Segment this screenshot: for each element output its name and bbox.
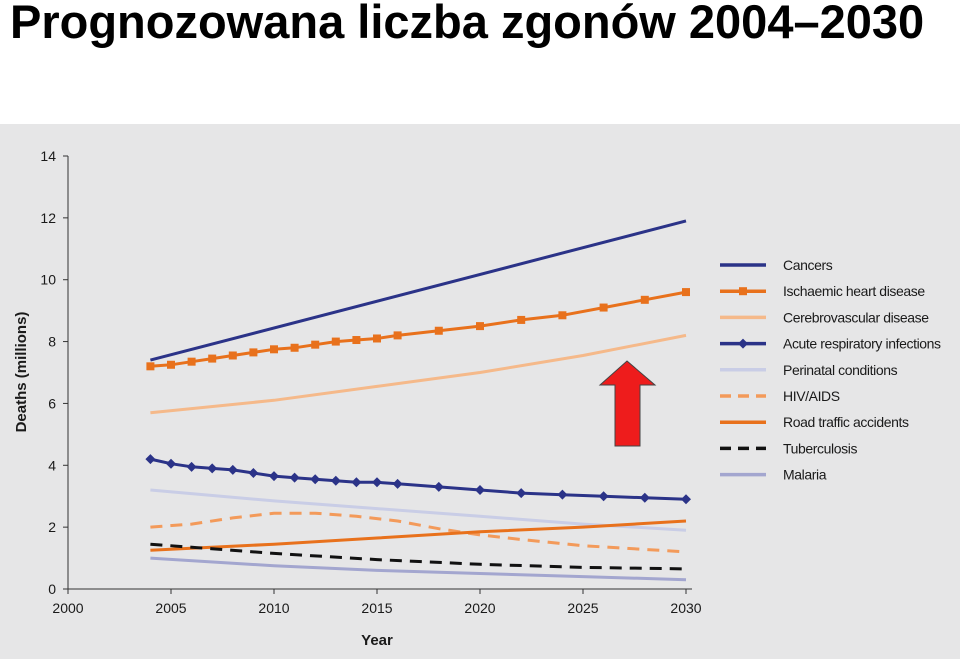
up-arrow-icon (598, 360, 657, 447)
data-point (249, 348, 258, 357)
series-line (150, 457, 687, 501)
series-line (150, 542, 687, 571)
axes: 0 2 4 6 8 10 12 14 2000 2005 2010 2015 2020 2025 2030 (40, 148, 701, 616)
y-tick-label: 4 (48, 457, 56, 473)
series-cancers (150, 219, 687, 362)
x-tick-label: 2000 (52, 600, 83, 616)
data-point (599, 303, 608, 312)
x-tick-label: 2005 (155, 600, 186, 616)
data-point (227, 464, 238, 475)
data-point (269, 471, 279, 482)
data-point (392, 478, 403, 489)
series-line (150, 556, 687, 582)
legend-marker (738, 338, 748, 349)
series-lines (145, 219, 691, 582)
series-tuberculosis (150, 542, 687, 571)
data-point (290, 343, 299, 352)
legend-label: Ischaemic heart disease (783, 283, 925, 299)
data-point (207, 463, 218, 474)
data-point (289, 472, 300, 483)
series-malaria (150, 556, 687, 582)
y-axis-title: Deaths (millions) (13, 312, 30, 433)
data-point (433, 481, 444, 492)
data-point (476, 322, 484, 331)
legend-label: Cancers (783, 257, 833, 273)
chart-panel: 0 2 4 6 8 10 12 14 2000 2005 2010 2015 2020 2025 2030 … (0, 124, 960, 659)
data-point (352, 336, 361, 345)
data-point (167, 360, 175, 369)
data-point (640, 295, 649, 304)
data-point (310, 474, 321, 485)
series-road-traffic-accidents (150, 519, 687, 552)
legend-label: Tuberculosis (783, 440, 857, 456)
data-point (373, 334, 381, 343)
legend-label: Perinatal conditions (783, 362, 898, 378)
x-axis-title: Year (361, 632, 393, 649)
data-point (145, 454, 156, 465)
data-point (393, 331, 402, 340)
data-point (516, 488, 527, 499)
legend-marker (739, 287, 747, 296)
data-point (208, 354, 217, 363)
data-point (248, 468, 259, 479)
data-point (517, 315, 526, 324)
x-tick-label: 2015 (361, 600, 392, 616)
series-line (150, 511, 687, 554)
data-point (311, 340, 320, 349)
legend: Cancers Ischaemic heart disease Cerebrovas… (720, 257, 941, 483)
data-point (186, 461, 197, 472)
y-tick-label: 2 (48, 519, 56, 535)
data-point (351, 477, 362, 488)
y-tick-label: 8 (48, 334, 56, 350)
series-line (150, 333, 687, 415)
data-point (270, 345, 278, 354)
data-point (682, 288, 690, 297)
data-point (681, 494, 691, 505)
series-acute-respiratory-infections (145, 454, 691, 505)
data-point (330, 475, 341, 486)
legend-label: Acute respiratory infections (783, 336, 941, 352)
data-point (187, 357, 196, 366)
y-tick-label: 10 (40, 272, 56, 288)
y-tick-label: 6 (48, 395, 56, 411)
data-point (558, 311, 567, 320)
data-point (639, 492, 650, 503)
data-point (228, 351, 237, 360)
series-line (150, 519, 687, 552)
data-point (372, 477, 382, 488)
data-point (146, 362, 155, 371)
y-tick-label: 0 (48, 581, 56, 597)
series-line (150, 219, 687, 362)
series-cerebrovascular-disease (150, 333, 687, 415)
legend-label: Malaria (783, 467, 827, 483)
data-point (434, 326, 443, 335)
legend-label: HIV/AIDS (783, 388, 840, 404)
series-hiv-aids (150, 511, 687, 554)
data-point (475, 485, 485, 496)
series-ischaemic-heart-disease (146, 288, 690, 371)
data-point (331, 337, 340, 346)
y-tick-label: 14 (40, 148, 56, 164)
data-point (598, 491, 609, 502)
data-point (557, 489, 568, 500)
data-point (166, 458, 176, 469)
x-tick-label: 2010 (258, 600, 289, 616)
x-tick-label: 2030 (670, 600, 701, 616)
slide-title: Prognozowana liczba zgonów 2004–2030 (10, 0, 925, 48)
x-tick-label: 2020 (464, 600, 495, 616)
legend-label: Cerebrovascular disease (783, 309, 929, 325)
legend-label: Road traffic accidents (783, 414, 909, 430)
x-tick-label: 2025 (567, 600, 598, 616)
y-tick-label: 12 (40, 210, 56, 226)
